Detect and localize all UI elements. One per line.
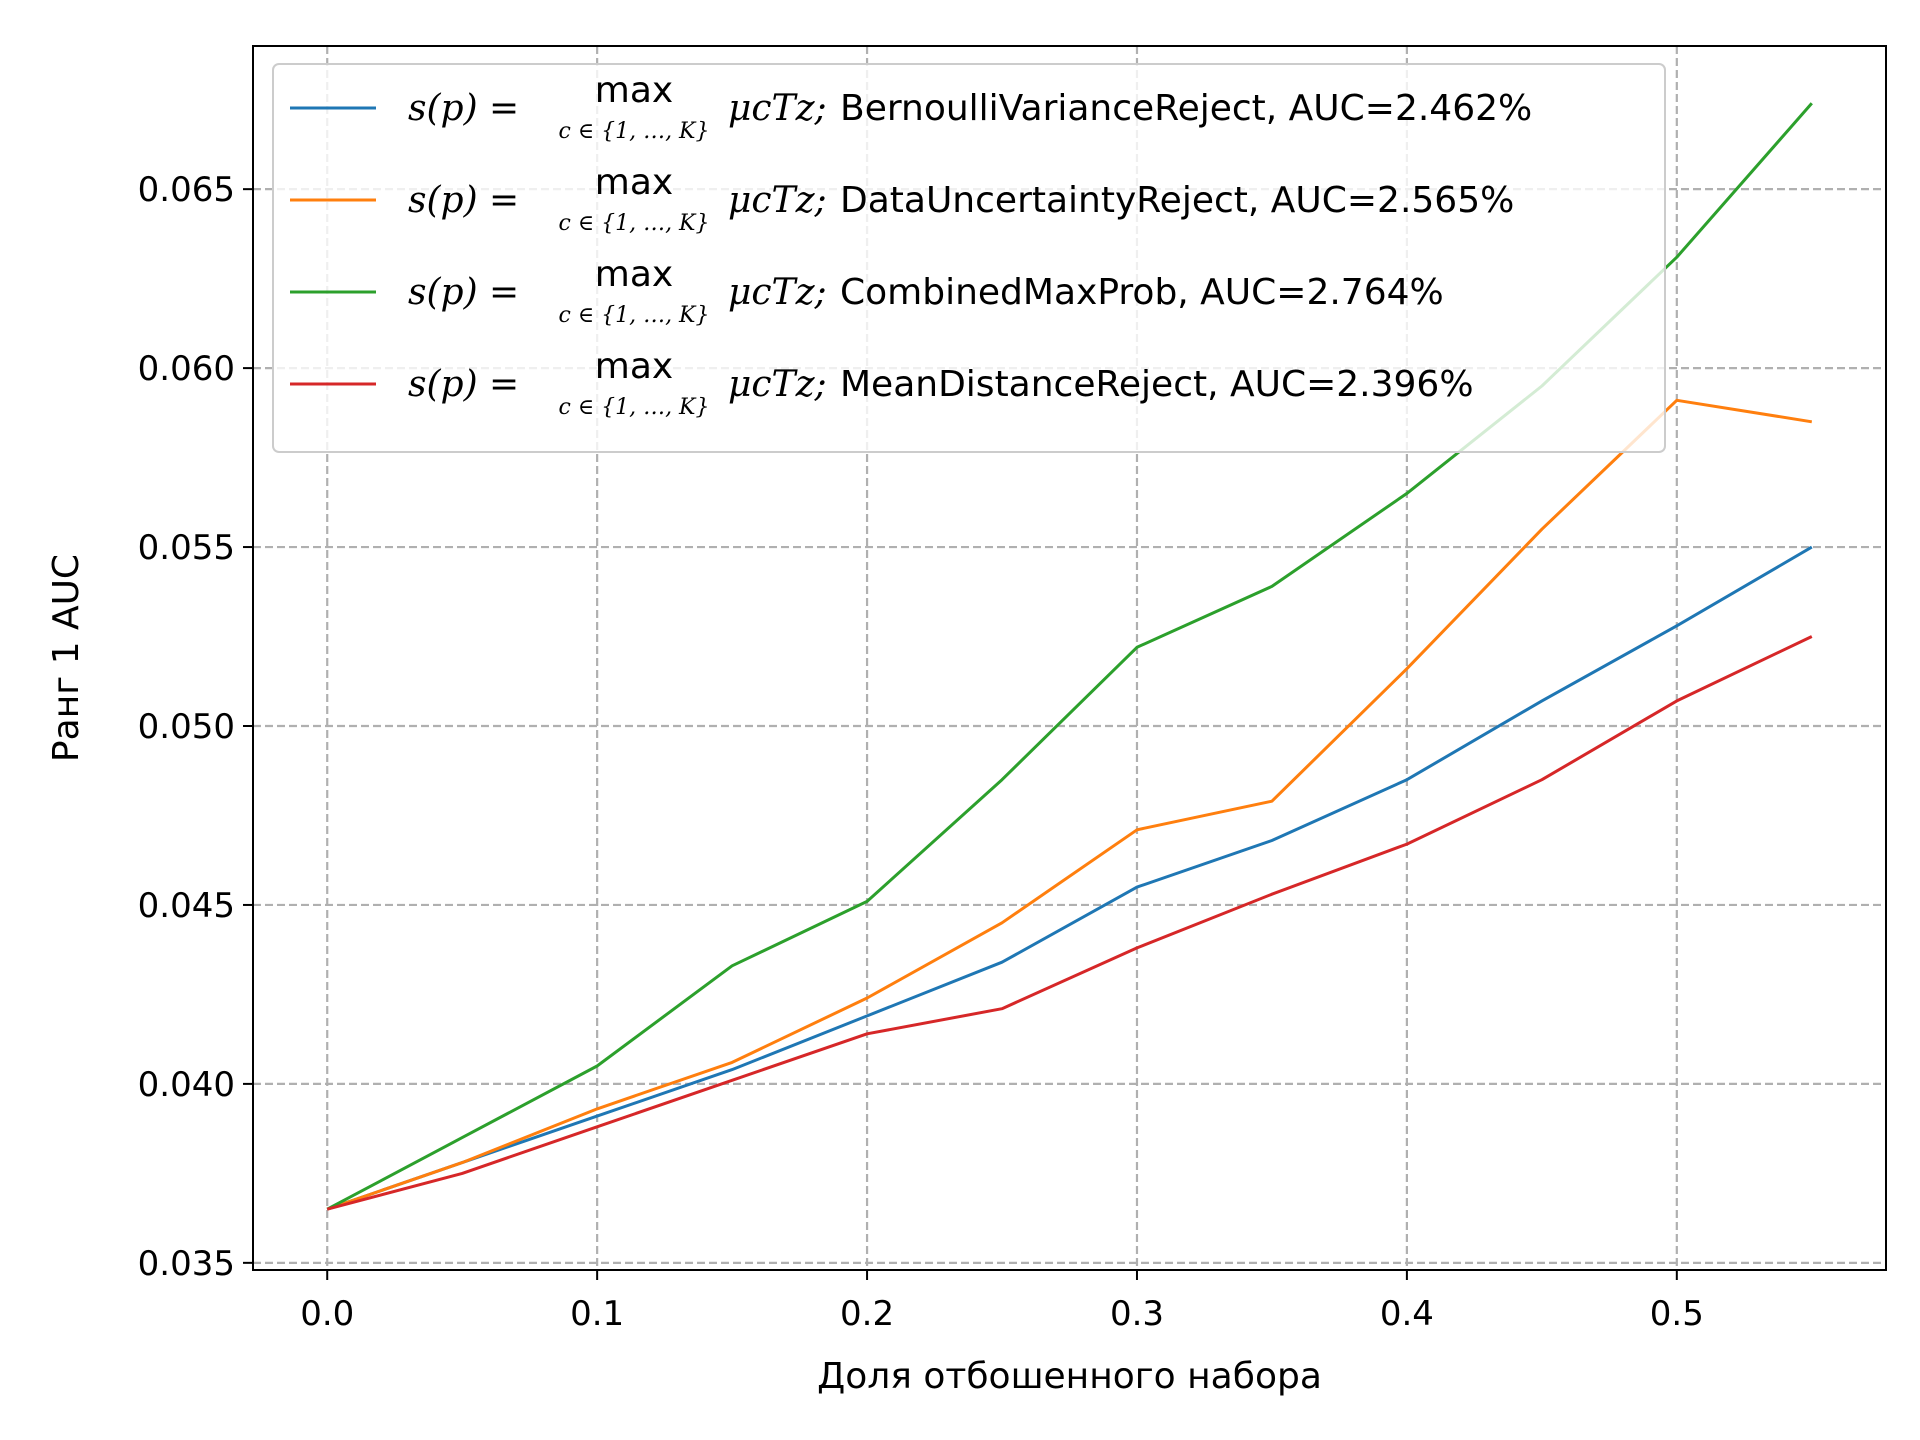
legend-math-subscript: c ∈ {1, …, K}	[559, 303, 710, 328]
legend-box	[272, 63, 1666, 453]
x-axis-ticks: 0.0 0.1 0.2 0.3 0.4 0.5	[300, 1270, 1704, 1334]
y-tick-label: 0.050	[138, 707, 235, 747]
series-line-3	[326, 635, 1813, 1211]
y-tick-label: 0.065	[138, 170, 235, 210]
legend-math-rhs: μcTz;	[728, 272, 827, 313]
series-line-0	[326, 545, 1813, 1211]
legend-math-rhs: μcTz;	[728, 88, 827, 129]
series-line-1	[326, 398, 1813, 1211]
legend-math-rhs: μcTz;	[728, 180, 827, 221]
legend: s(p) = max c ∈ {1, …, K} μcTz; BernoulliVari…	[272, 63, 1666, 453]
y-axis-ticks: 0.035 0.040 0.045 0.050 0.055 0.060 0.065	[138, 170, 253, 1284]
plot-frame	[252, 45, 1887, 1271]
x-tick-label: 0.2	[840, 1294, 894, 1334]
legend-math-lhs: s(p) =	[408, 272, 519, 313]
x-tick-label: 0.4	[1380, 1294, 1434, 1334]
y-tick-label: 0.035	[138, 1244, 235, 1284]
x-tick-label: 0.3	[1110, 1294, 1164, 1334]
x-tick-label: 0.1	[570, 1294, 624, 1334]
x-tick-label: 0.0	[300, 1294, 354, 1334]
legend-math-rhs: μcTz;	[728, 364, 827, 405]
y-tick-label: 0.060	[138, 349, 235, 389]
legend-math-max: max	[595, 70, 673, 111]
x-axis-label: Доля отбошенного набора	[817, 1356, 1322, 1397]
legend-math-lhs: s(p) =	[408, 88, 519, 129]
legend-math-lhs: s(p) =	[408, 364, 519, 405]
legend-label: MeanDistanceReject, AUC=2.396%	[840, 364, 1474, 405]
legend-label: CombinedMaxProb, AUC=2.764%	[840, 272, 1444, 313]
legend-math-max: max	[595, 346, 673, 387]
x-tick-label: 0.5	[1650, 1294, 1704, 1334]
y-tick-label: 0.040	[138, 1065, 235, 1105]
legend-label: DataUncertaintyReject, AUC=2.565%	[840, 180, 1514, 221]
y-axis-label: Ранг 1 AUC	[46, 554, 87, 762]
legend-math-subscript: c ∈ {1, …, K}	[559, 395, 710, 420]
legend-label: BernoulliVarianceReject, AUC=2.462%	[840, 88, 1532, 129]
legend-math-subscript: c ∈ {1, …, K}	[559, 211, 710, 236]
y-tick-label: 0.055	[138, 528, 235, 568]
legend-math-subscript: c ∈ {1, …, K}	[559, 119, 710, 144]
y-tick-label: 0.045	[138, 886, 235, 926]
legend-math-lhs: s(p) =	[408, 180, 519, 221]
legend-math-max: max	[595, 254, 673, 295]
legend-math-max: max	[595, 162, 673, 203]
